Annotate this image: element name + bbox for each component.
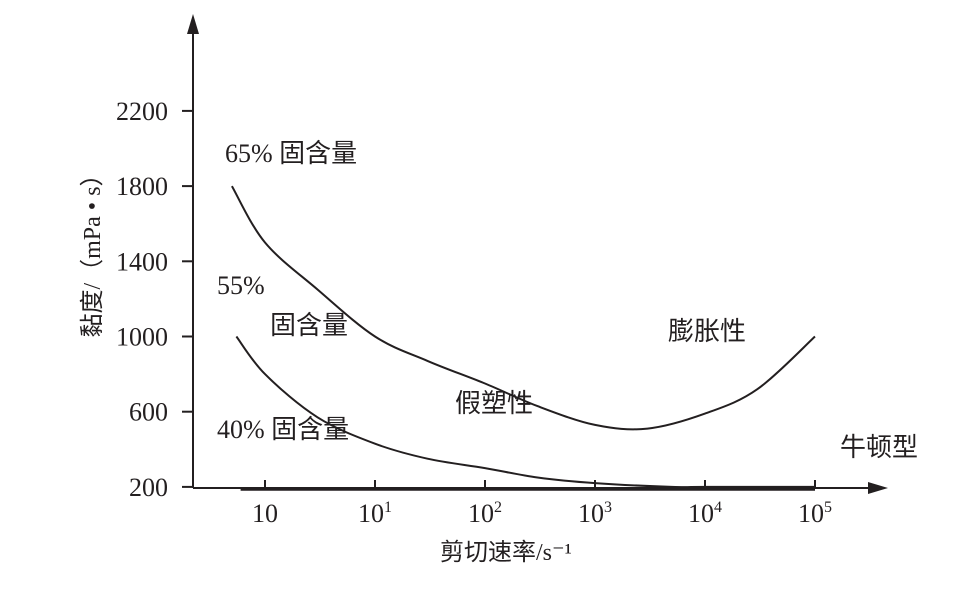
y-tick-label: 1000 (116, 323, 168, 352)
y-ticks: 200 600 1000 1400 1800 2200 (116, 97, 193, 502)
y-tick-label: 600 (129, 398, 168, 427)
annotation-65-solid: 65% 固含量 (225, 139, 357, 168)
y-tick-label: 1400 (116, 247, 168, 276)
x-tick-label: 101 (358, 499, 392, 528)
x-tick-exponent: 4 (714, 499, 722, 516)
x-tick-exponent: 5 (824, 499, 832, 516)
annotation-40-solid: 40% 固含量 (217, 415, 349, 444)
x-tick-base: 10 (468, 499, 494, 528)
y-tick-label: 2200 (116, 97, 168, 126)
x-tick-label: 102 (468, 499, 502, 528)
x-tick-exponent: 1 (384, 499, 392, 516)
x-tick-label: 105 (798, 499, 832, 528)
x-tick-base: 10 (252, 499, 278, 528)
x-tick-label: 104 (688, 499, 722, 528)
annotation-dilatant: 膨胀性 (668, 317, 746, 346)
annotation-newtonian: 牛顿型 (840, 433, 918, 462)
y-tick-label: 1800 (116, 172, 168, 201)
annotation-pseudoplastic: 假塑性 (455, 389, 533, 418)
y-tick-label: 200 (129, 473, 168, 502)
annotation-55-percent: 55% (217, 271, 265, 300)
x-ticks: 10 101 102 103 104 105 (252, 480, 832, 528)
x-tick-base: 10 (798, 499, 824, 528)
x-tick-base: 10 (688, 499, 714, 528)
x-axis-title: 剪切速率/s⁻¹ (440, 539, 572, 566)
x-axis-arrow (868, 482, 888, 494)
y-axis-arrow (187, 14, 199, 34)
x-tick-base: 10 (578, 499, 604, 528)
x-tick-base: 10 (358, 499, 384, 528)
x-tick-exponent: 2 (494, 499, 502, 516)
y-axis-title: 黏度/（mPa • s） (79, 162, 106, 337)
x-tick-exponent: 3 (604, 499, 612, 516)
x-tick-label: 103 (578, 499, 612, 528)
series-lines (231, 185, 816, 491)
series-line-0 (231, 185, 816, 431)
annotation-55-solid: 固含量 (270, 311, 348, 340)
x-tick-label: 10 (252, 499, 278, 528)
series-line-1 (235, 335, 815, 489)
